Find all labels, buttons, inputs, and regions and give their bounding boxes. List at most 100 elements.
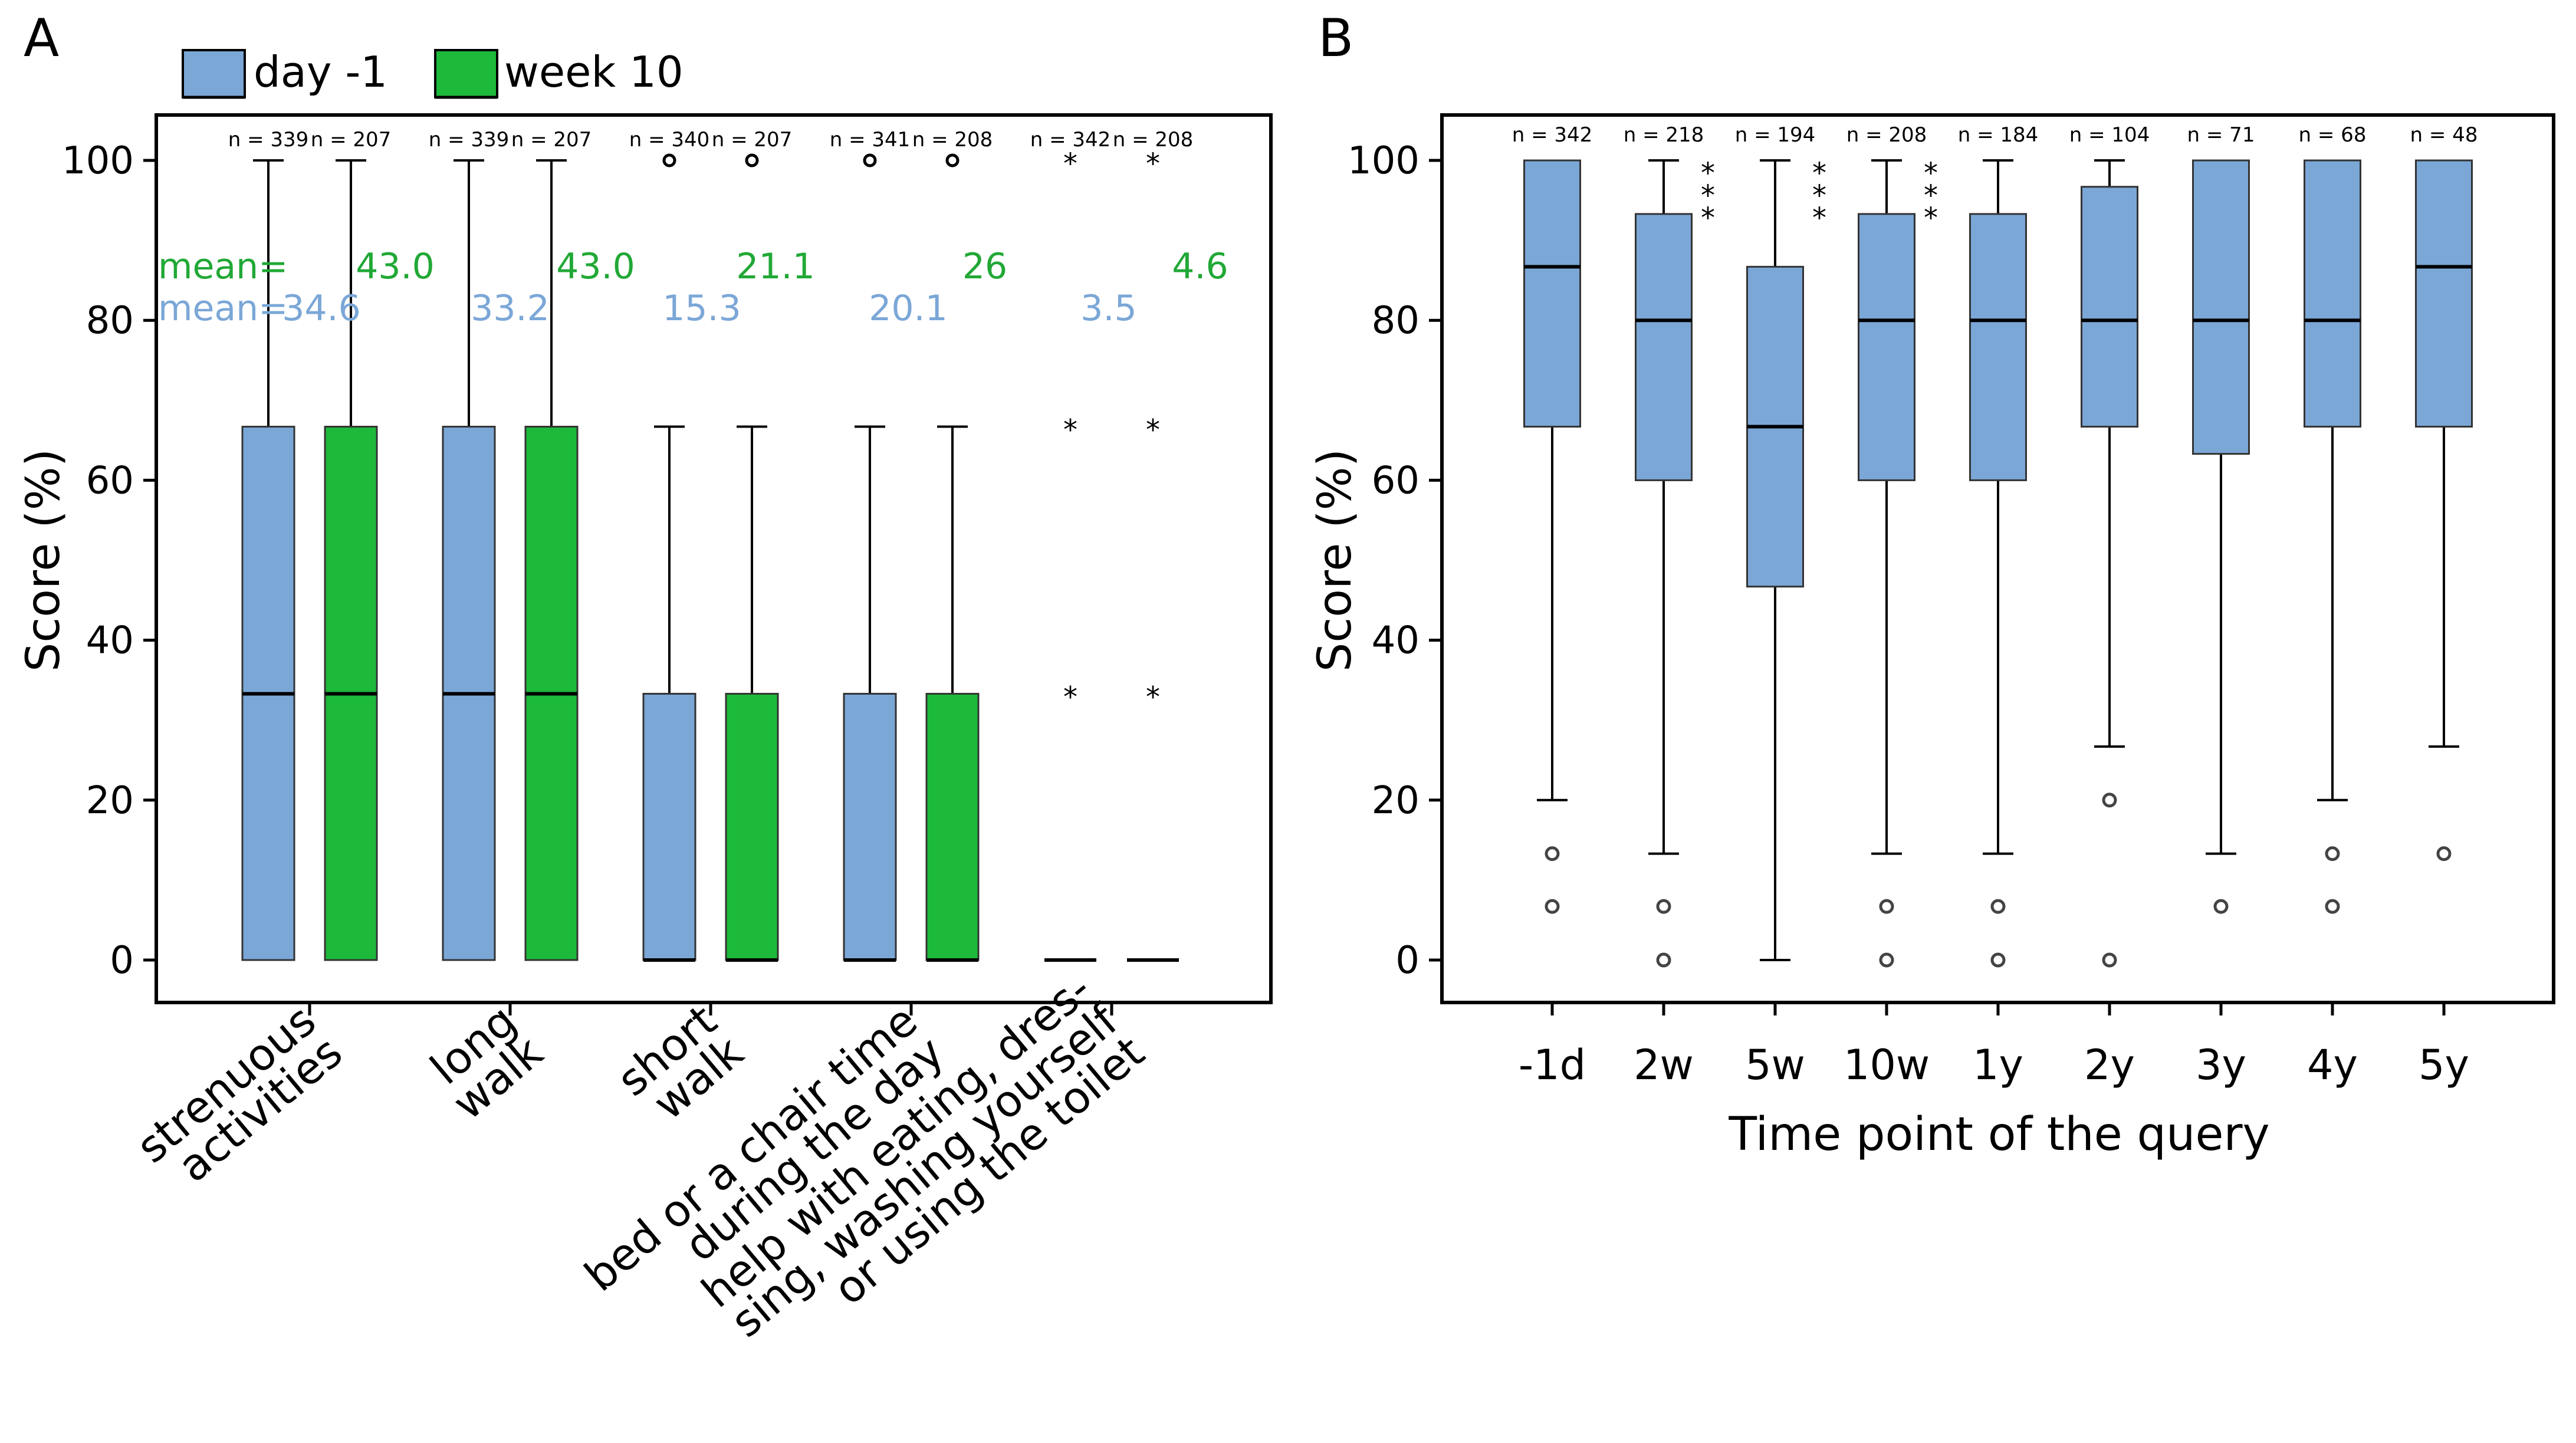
y-tick-label: 100 — [1348, 139, 1420, 183]
n-label: n = 68 — [2299, 123, 2367, 147]
box — [843, 692, 897, 961]
category-label: longwalk — [417, 995, 553, 1130]
mean-day-minus-1: 3.5 — [1080, 288, 1136, 329]
legend-label: week 10 — [504, 47, 684, 97]
n-label: n = 48 — [2410, 123, 2478, 147]
time-point-7: n = 68 4y — [2299, 123, 2367, 1089]
x-axis-label: Time point of the query — [1728, 1108, 2269, 1161]
time-point-0: n = 342 -1d — [1512, 123, 1593, 1089]
outlier-point — [945, 153, 960, 167]
significance-star: * — [1701, 202, 1715, 235]
y-tick-label: 60 — [1372, 459, 1420, 502]
y-axis-label: Score (%) — [1309, 449, 1362, 672]
extreme-point: * — [1146, 147, 1160, 180]
outlier-point — [2436, 846, 2452, 862]
extreme-point: * — [1146, 681, 1160, 714]
mean-week-10: 43.0 — [356, 246, 435, 287]
box — [2304, 159, 2361, 428]
box — [1858, 213, 1915, 481]
box — [725, 692, 779, 961]
y-tick-label: 80 — [1372, 299, 1420, 343]
category-label: shortwalk — [608, 995, 753, 1138]
n-label: n = 342 — [1512, 123, 1593, 147]
significance-star: * — [1701, 179, 1715, 212]
n-label: n = 208 — [1846, 123, 1927, 147]
outlier-point — [1656, 899, 1671, 914]
n-label: n = 339 — [228, 128, 309, 152]
n-label: n = 207 — [311, 128, 392, 152]
x-tick-label: 10w — [1844, 1041, 1930, 1089]
n-label: n = 342 — [1030, 128, 1111, 152]
mean-week-10: 21.1 — [736, 246, 815, 287]
n-label: n = 208 — [1113, 128, 1194, 152]
outlier-point — [2102, 952, 2117, 968]
significance-star: * — [1812, 179, 1826, 212]
extreme-point: * — [1063, 147, 1077, 180]
mean-day-minus-1: 34.6 — [282, 288, 361, 329]
outlier-point — [1656, 952, 1671, 968]
time-point-2: n = 194* * *5w — [1735, 123, 1826, 1089]
mean-prefix-week-10: mean= — [158, 246, 288, 287]
significance-star: * — [1701, 157, 1715, 190]
legend: day -1 week 10 — [182, 47, 684, 99]
x-tick-label: 2y — [2084, 1041, 2135, 1089]
category-label: strenuousactivities — [127, 995, 352, 1205]
n-label: n = 207 — [511, 128, 592, 152]
box — [1969, 213, 2027, 481]
n-label: n = 104 — [2069, 123, 2150, 147]
mean-day-minus-1: 15.3 — [662, 288, 741, 329]
mean-week-10: 43.0 — [556, 246, 635, 287]
y-tick-label: 20 — [86, 779, 134, 823]
box — [642, 692, 696, 961]
y-tick-label: 60 — [86, 459, 134, 502]
box — [1523, 159, 1581, 428]
outlier-point — [2325, 899, 2340, 914]
n-label: n = 184 — [1958, 123, 2039, 147]
n-label: n = 71 — [2187, 123, 2255, 147]
box — [2415, 159, 2473, 428]
mean-day-minus-1: 20.1 — [869, 288, 948, 329]
y-tick-label: 0 — [1395, 939, 1420, 982]
legend-label: day -1 — [254, 47, 387, 97]
outlier-point — [863, 153, 877, 167]
time-point-5: n = 104 2y — [2069, 123, 2150, 1089]
panel-a-letter: A — [24, 8, 59, 68]
x-tick-label: 5y — [2419, 1041, 2469, 1089]
y-tick-label: 40 — [1372, 619, 1420, 663]
mean-prefix-day-minus-1: mean= — [158, 288, 288, 329]
outlier-point — [2102, 793, 2117, 808]
box — [2081, 186, 2138, 428]
y-tick-label: 0 — [110, 939, 134, 982]
significance-marker: * * * — [1924, 157, 1938, 235]
x-tick-label: 2w — [1634, 1041, 1694, 1089]
n-label: n = 194 — [1735, 123, 1816, 147]
extreme-point: * — [1063, 414, 1077, 447]
significance-star: * — [1812, 202, 1826, 235]
box — [1635, 213, 1693, 481]
time-point-8: n = 48 5y — [2410, 123, 2478, 1089]
significance-marker: * * * — [1701, 157, 1715, 235]
box — [925, 692, 980, 961]
mean-week-10: 4.6 — [1172, 246, 1228, 287]
significance-star: * — [1924, 179, 1938, 212]
panel-b-letter: B — [1318, 8, 1353, 68]
mean-day-minus-1: 33.2 — [471, 288, 550, 329]
extreme-point: * — [1063, 681, 1077, 714]
y-tick-label: 80 — [86, 299, 134, 343]
time-point-6: n = 71 3y — [2187, 123, 2255, 1089]
category-2: n = 340 n = 207 15.321.1 shortwalk — [608, 128, 815, 1138]
outlier-point — [745, 153, 759, 167]
outlier-point — [1879, 952, 1894, 968]
y-axis-label: Score (%) — [17, 449, 70, 672]
time-point-4: n = 184 1y — [1958, 123, 2039, 1089]
legend-swatch-week-10 — [434, 49, 498, 98]
outlier-point — [1990, 899, 2006, 914]
outlier-point — [662, 153, 676, 167]
outlier-point — [2325, 846, 2340, 862]
significance-star: * — [1924, 202, 1938, 235]
outlier-point — [1545, 899, 1560, 914]
y-tick-label: 100 — [62, 139, 134, 183]
box — [2192, 159, 2250, 455]
